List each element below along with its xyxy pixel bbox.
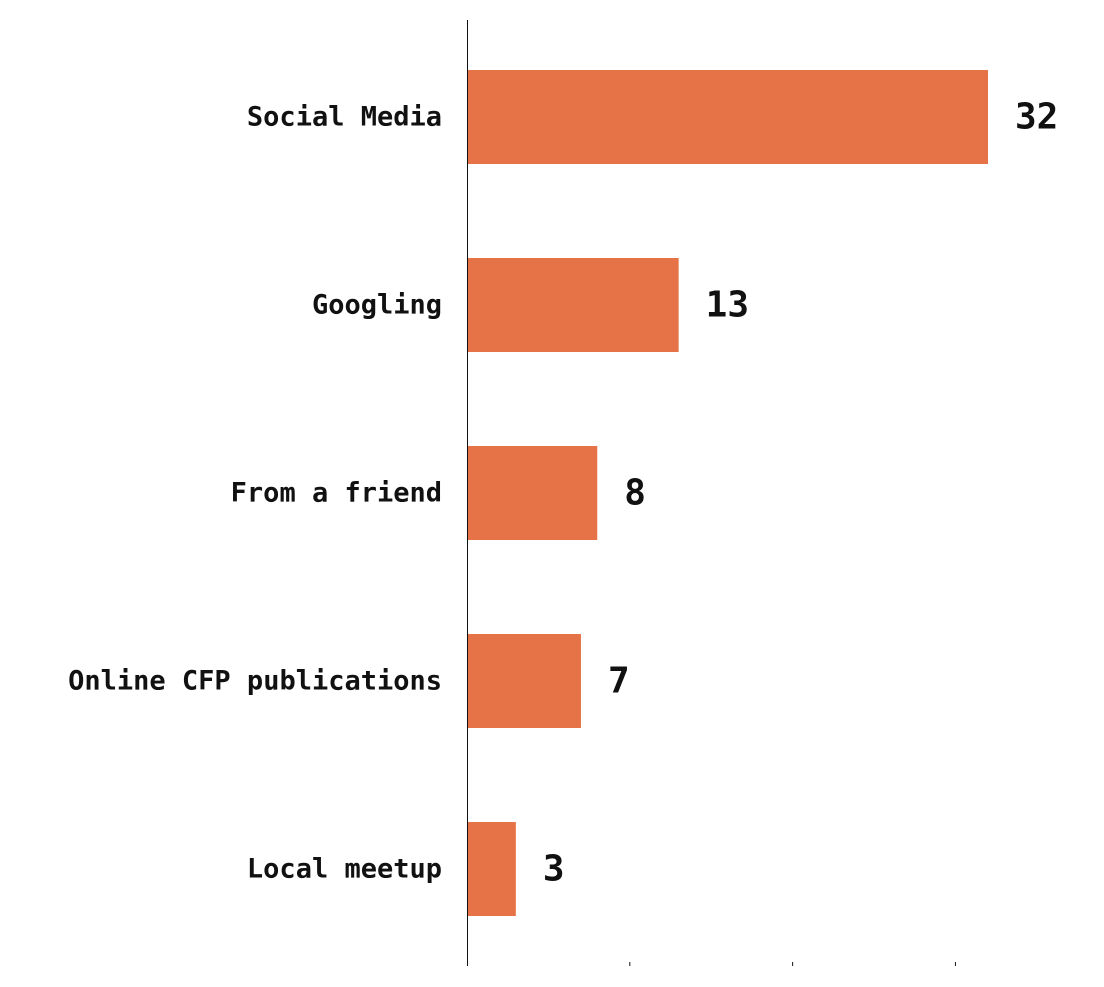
value-label-online-cfp-publications: 7 <box>608 661 630 702</box>
category-label-online-cfp-publications: Online CFP publications <box>68 666 442 697</box>
bars-group <box>467 70 988 916</box>
value-labels: 32 13 8 7 3 <box>543 97 1059 890</box>
bar-social-media <box>467 70 988 164</box>
value-label-googling: 13 <box>706 285 749 326</box>
category-label-from-a-friend: From a friend <box>231 478 442 509</box>
bar-online-cfp-publications <box>467 634 581 728</box>
bar-from-a-friend <box>467 446 598 540</box>
x-axis-ticks <box>629 962 956 966</box>
category-label-googling: Googling <box>312 290 442 321</box>
value-label-local-meetup: 3 <box>543 849 565 890</box>
category-label-local-meetup: Local meetup <box>247 854 442 885</box>
category-label-social-media: Social Media <box>247 102 442 133</box>
bar-local-meetup <box>467 822 516 916</box>
category-labels: Social Media Googling From a friend Online … <box>68 102 442 885</box>
bar-googling <box>467 258 679 352</box>
value-label-from-a-friend: 8 <box>624 473 646 514</box>
value-label-social-media: 32 <box>1015 97 1058 138</box>
